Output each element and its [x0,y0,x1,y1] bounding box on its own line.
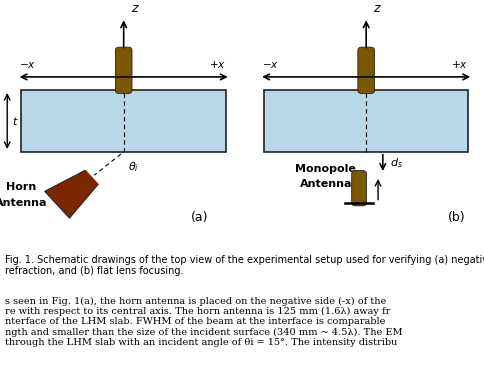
Text: $+x$: $+x$ [451,59,468,70]
Text: s seen in Fig. 1(a), the horn antenna is placed on the negative side (-x) of the: s seen in Fig. 1(a), the horn antenna is… [5,296,402,347]
Text: $\theta_i$: $\theta_i$ [128,160,139,174]
Text: Fig. 1. Schematic drawings of the top view of the experimental setup used for ve: Fig. 1. Schematic drawings of the top vi… [5,255,484,276]
Text: $+x$: $+x$ [209,59,226,70]
Bar [263,90,468,152]
Text: Horn: Horn [6,182,36,192]
Text: $-x$: $-x$ [19,60,36,70]
FancyBboxPatch shape [351,171,365,206]
Text: $z$: $z$ [373,2,381,15]
Text: (b): (b) [447,211,464,225]
Text: $z$: $z$ [131,2,139,15]
Text: $d_s$: $d_s$ [389,156,402,170]
FancyBboxPatch shape [115,47,132,93]
FancyBboxPatch shape [357,47,374,93]
Text: (a): (a) [191,211,208,225]
Text: Antenna: Antenna [299,179,351,189]
Text: $-x$: $-x$ [261,60,278,70]
Text: Antenna: Antenna [0,198,47,207]
Polygon shape [45,169,99,218]
Bar [21,90,226,152]
Text: Monopole: Monopole [295,164,355,174]
Text: $t$: $t$ [12,115,19,127]
